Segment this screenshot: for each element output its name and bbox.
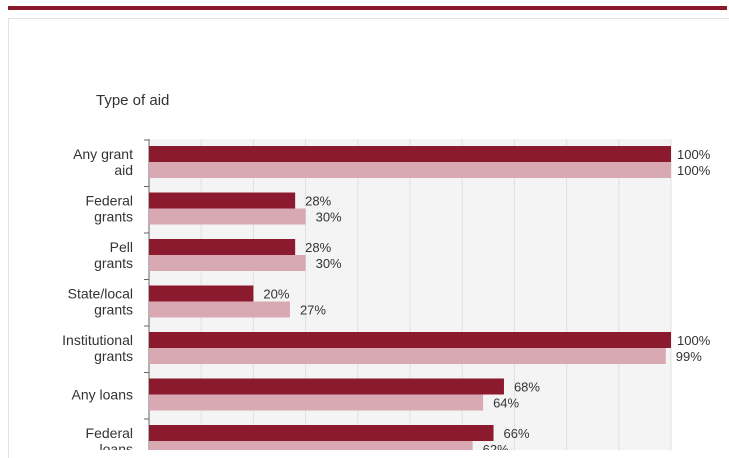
data-label: 28%: [305, 194, 331, 209]
bar-series-2: [149, 162, 671, 178]
bar-series-2: [149, 208, 306, 225]
data-label: 30%: [316, 210, 342, 225]
bar-series-2: [149, 394, 484, 411]
category-label: Institutional grants: [62, 332, 133, 364]
bar-series-1: [149, 239, 296, 255]
bar-series-1: [149, 192, 296, 209]
bar-series-2: [149, 301, 290, 318]
data-label: 28%: [305, 240, 331, 255]
bar-series-1: [149, 425, 494, 441]
category-label: Federal loans: [86, 425, 133, 450]
data-label: 27%: [300, 303, 326, 318]
bar-series-2: [149, 441, 473, 450]
bar-series-2: [149, 255, 306, 271]
bar-series-1: [149, 285, 254, 302]
bar-series-2: [149, 348, 666, 364]
top-accent-rule: [8, 6, 727, 10]
data-label: 100%: [677, 147, 711, 162]
data-label: 68%: [514, 380, 540, 395]
data-label: 30%: [316, 256, 342, 271]
category-label: State/local grants: [68, 286, 133, 318]
data-label: 64%: [493, 396, 519, 411]
data-label: 99%: [676, 349, 702, 364]
data-label: 100%: [677, 163, 711, 178]
category-label: Any loans: [72, 387, 133, 403]
bar-series-1: [149, 146, 671, 162]
category-label: Any grant aid: [73, 146, 133, 178]
category-label: Federal grants: [86, 193, 133, 225]
category-label: Pell grants: [94, 239, 133, 271]
y-axis-title: Type of aid: [96, 92, 170, 109]
data-label: 100%: [677, 333, 711, 348]
data-label: 62%: [483, 442, 509, 450]
data-label: 20%: [263, 287, 289, 302]
bar-series-1: [149, 378, 504, 395]
bar-series-1: [149, 332, 671, 348]
data-label: 66%: [504, 426, 530, 441]
